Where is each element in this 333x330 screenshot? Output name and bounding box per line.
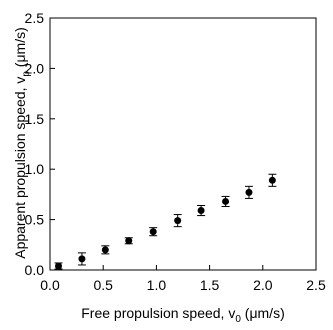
x-tick-label: 1.0 (147, 277, 167, 293)
data-point (245, 188, 253, 196)
data-point (125, 237, 133, 245)
data-point (268, 176, 276, 184)
x-axis-title: Free propulsion speed, v0 (μm/s) (81, 305, 285, 325)
y-axis-title-main: Apparent propulsion speed, v (12, 77, 28, 259)
y-axis-title-sub: p (21, 71, 32, 77)
data-point (101, 246, 109, 254)
data-point (174, 217, 182, 225)
y-axis-title-unit: (μm/s) (12, 27, 28, 71)
x-tick-label: 0.5 (93, 277, 113, 293)
data-point (149, 228, 157, 236)
y-tick-label: 1.5 (25, 111, 45, 127)
data-point (55, 262, 63, 270)
y-tick-label: 0.5 (25, 212, 45, 228)
x-tick-label: 2.5 (306, 277, 326, 293)
data-point (78, 255, 86, 263)
x-tick-label: 1.5 (200, 277, 220, 293)
x-tick-label: 2.0 (253, 277, 273, 293)
x-axis-title-unit: (μm/s) (241, 305, 285, 321)
y-tick-label: 1.0 (25, 161, 45, 177)
y-tick-label: 2.0 (25, 60, 45, 76)
data-points (54, 173, 277, 270)
y-axis-title: Apparent propulsion speed, vp (μm/s) (12, 27, 32, 259)
x-tick-label: 0.0 (40, 277, 60, 293)
x-axis-title-main: Free propulsion speed, v (81, 305, 235, 321)
data-point (222, 197, 230, 205)
y-tick-label: 0.0 (25, 262, 45, 278)
x-axis-title-sub: 0 (235, 314, 241, 325)
axes: 0.0 0.5 1.0 1.5 2.0 2.5 0.0 0.5 1.0 1.5 2.0 2.5 (25, 10, 326, 293)
plot-frame (49, 17, 317, 271)
y-tick-label: 2.5 (25, 10, 45, 26)
data-point (197, 207, 205, 215)
